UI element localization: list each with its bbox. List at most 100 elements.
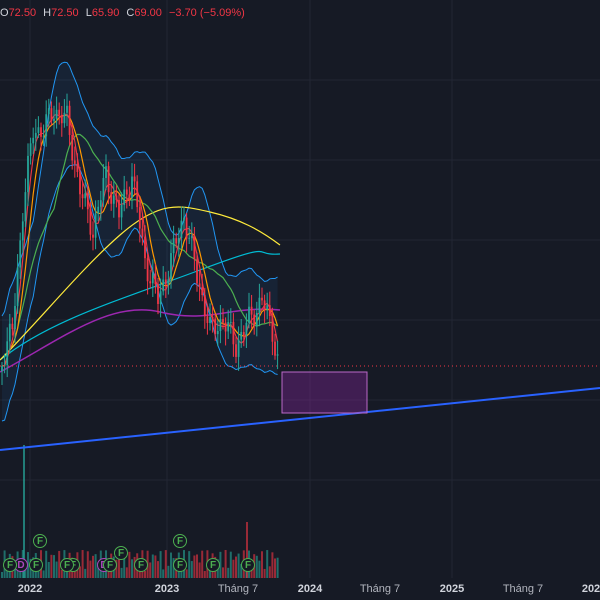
event-marker-f[interactable]: F	[173, 534, 187, 548]
candle-body	[24, 192, 27, 222]
candle-body	[19, 240, 22, 268]
time-axis[interactable]: 2022 2023 Tháng 7 2024 Tháng 7 2025 Thán…	[0, 578, 600, 600]
candle-body	[136, 181, 139, 208]
candle-body	[276, 354, 279, 356]
candle-body	[214, 318, 217, 335]
candle-body	[263, 300, 266, 310]
volume-bar	[92, 555, 94, 578]
event-marker-d[interactable]: D	[14, 558, 28, 572]
candle-body	[138, 207, 141, 229]
candle-body	[55, 109, 58, 119]
volume-bar	[201, 550, 204, 578]
volume-bar	[219, 551, 222, 578]
event-marker-f[interactable]: F	[241, 558, 255, 572]
candle-body	[16, 267, 19, 306]
volume-bar	[53, 555, 55, 578]
event-marker-f[interactable]: F	[114, 546, 128, 560]
volume-bar	[118, 551, 120, 578]
x-tick: 2024	[297, 583, 323, 595]
event-marker-f[interactable]: F	[3, 558, 17, 572]
candle-body	[237, 339, 240, 357]
event-marker-f[interactable]: F	[206, 558, 220, 572]
candle-body	[40, 127, 42, 137]
candle-body	[107, 166, 110, 193]
event-marker-f[interactable]: F	[103, 558, 117, 572]
candle-body	[180, 220, 183, 239]
candle-body	[159, 291, 162, 304]
volume-bar	[268, 566, 271, 578]
candle-body	[125, 189, 128, 195]
candle-body	[37, 127, 40, 133]
candle-body	[258, 297, 261, 313]
candle-body	[222, 318, 224, 323]
volume-bar	[246, 522, 248, 578]
candle-body	[206, 316, 209, 323]
volume-bar	[185, 569, 188, 578]
low-label: L	[85, 7, 92, 19]
event-marker-f[interactable]: F	[29, 558, 43, 572]
event-marker-f[interactable]: F	[173, 558, 187, 572]
volume-bar	[274, 558, 276, 578]
candle-body	[261, 297, 263, 301]
event-marker-f[interactable]: F	[134, 558, 148, 572]
candle-body	[29, 143, 32, 156]
volume-bar	[102, 571, 105, 578]
candle-body	[157, 284, 159, 304]
volume-bar	[149, 562, 152, 578]
high-label: H	[43, 7, 52, 19]
candle-body	[141, 228, 144, 237]
candle-body	[27, 155, 29, 193]
candle-body	[110, 192, 113, 204]
candle-body	[198, 283, 201, 288]
candle-body	[227, 321, 230, 332]
x-tick: 2022	[17, 583, 43, 595]
candle-body	[94, 213, 97, 238]
candle-body	[60, 114, 63, 124]
candle-body	[266, 305, 269, 310]
candle-body	[11, 323, 14, 330]
candle-body	[253, 314, 256, 326]
volume-bar	[154, 555, 157, 578]
candle-body	[118, 199, 120, 218]
candle-body	[45, 114, 48, 137]
volume-bar	[196, 554, 198, 578]
volume-bar	[222, 567, 224, 578]
volume-bar	[224, 550, 227, 578]
volume-bar	[79, 566, 81, 578]
volume-bar	[159, 551, 162, 578]
volume-bar	[190, 561, 193, 578]
bollinger-upper-band	[1, 61, 278, 317]
change-value: −3.70 (−5.09%)	[168, 7, 245, 19]
candle-body	[185, 217, 188, 239]
volume-bar	[55, 561, 58, 578]
volume-bar	[232, 559, 235, 578]
event-marker-f[interactable]: F	[60, 558, 74, 572]
candle-body	[34, 132, 37, 138]
candle-body	[120, 204, 123, 218]
volume-bar	[266, 550, 269, 578]
event-marker-f[interactable]: F	[33, 534, 47, 548]
candle-body	[144, 236, 146, 259]
candle-body	[193, 236, 196, 260]
candle-body	[164, 279, 167, 285]
candle-body	[177, 238, 180, 244]
volume-bar	[125, 567, 128, 578]
volume-bar	[115, 559, 118, 578]
candle-body	[175, 238, 178, 244]
volume-bar	[1, 572, 3, 578]
volume-bar	[255, 555, 258, 578]
volume-bar	[58, 550, 61, 578]
candle-body	[79, 172, 81, 195]
volume-bar	[167, 565, 170, 578]
candle-body	[229, 321, 232, 323]
candle-body	[196, 259, 198, 284]
candle-body	[1, 366, 3, 371]
volume-bar	[50, 554, 53, 578]
candle-body	[211, 317, 214, 319]
candle-body	[76, 163, 79, 173]
candle-body	[97, 206, 100, 214]
candle-body	[167, 279, 170, 285]
candle-body	[190, 236, 193, 238]
